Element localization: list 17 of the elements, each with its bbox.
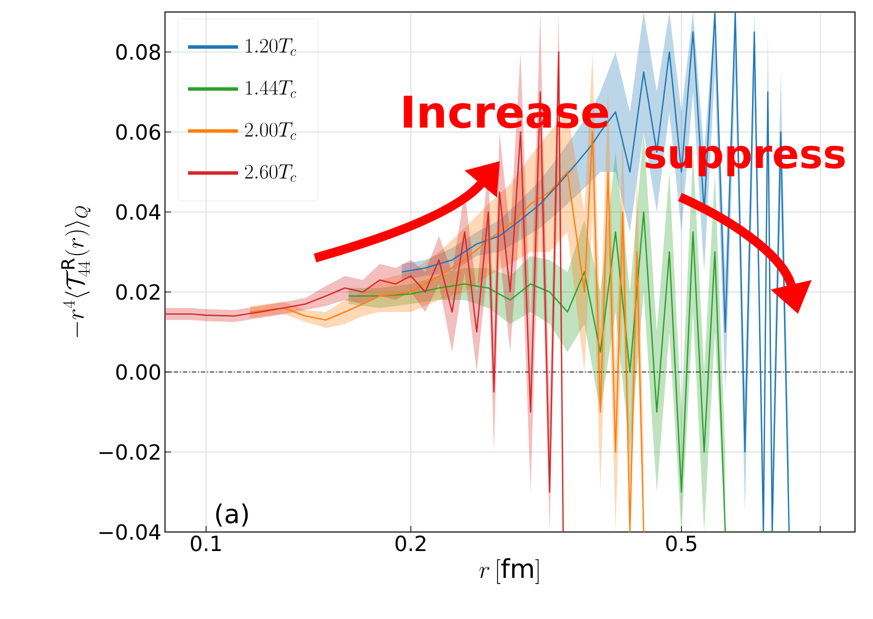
legend-label: $2.60T_c$ xyxy=(245,164,296,182)
legend-label: $1.44T_c$ xyxy=(246,80,296,98)
y-tick-label: −0.02 xyxy=(100,444,160,460)
y-tick-label: 0.04 xyxy=(116,204,160,220)
x-tick-label: 0.5 xyxy=(666,536,696,552)
y-axis-title: $-r^4\langle \mathcal{T}^{\mathrm{R}}_{44}(r)\rangle_Q$ xyxy=(61,206,91,338)
y-tick-label: 0.00 xyxy=(116,364,160,380)
legend-label: $1.20T_c$ xyxy=(246,38,296,56)
x-axis-title: $r\,[\mathrm{fm}]$ xyxy=(479,558,539,584)
x-tick-label: 0.1 xyxy=(190,536,221,552)
y-tick-label: 0.08 xyxy=(116,44,160,60)
y-tick-label: 0.02 xyxy=(116,284,160,300)
legend-label: $2.00T_c$ xyxy=(245,122,296,140)
y-tick-label: 0.06 xyxy=(116,124,160,140)
x-tick-label: 0.2 xyxy=(396,536,426,552)
y-tick-label: −0.04 xyxy=(100,524,160,540)
annotation: (a) xyxy=(216,503,248,527)
